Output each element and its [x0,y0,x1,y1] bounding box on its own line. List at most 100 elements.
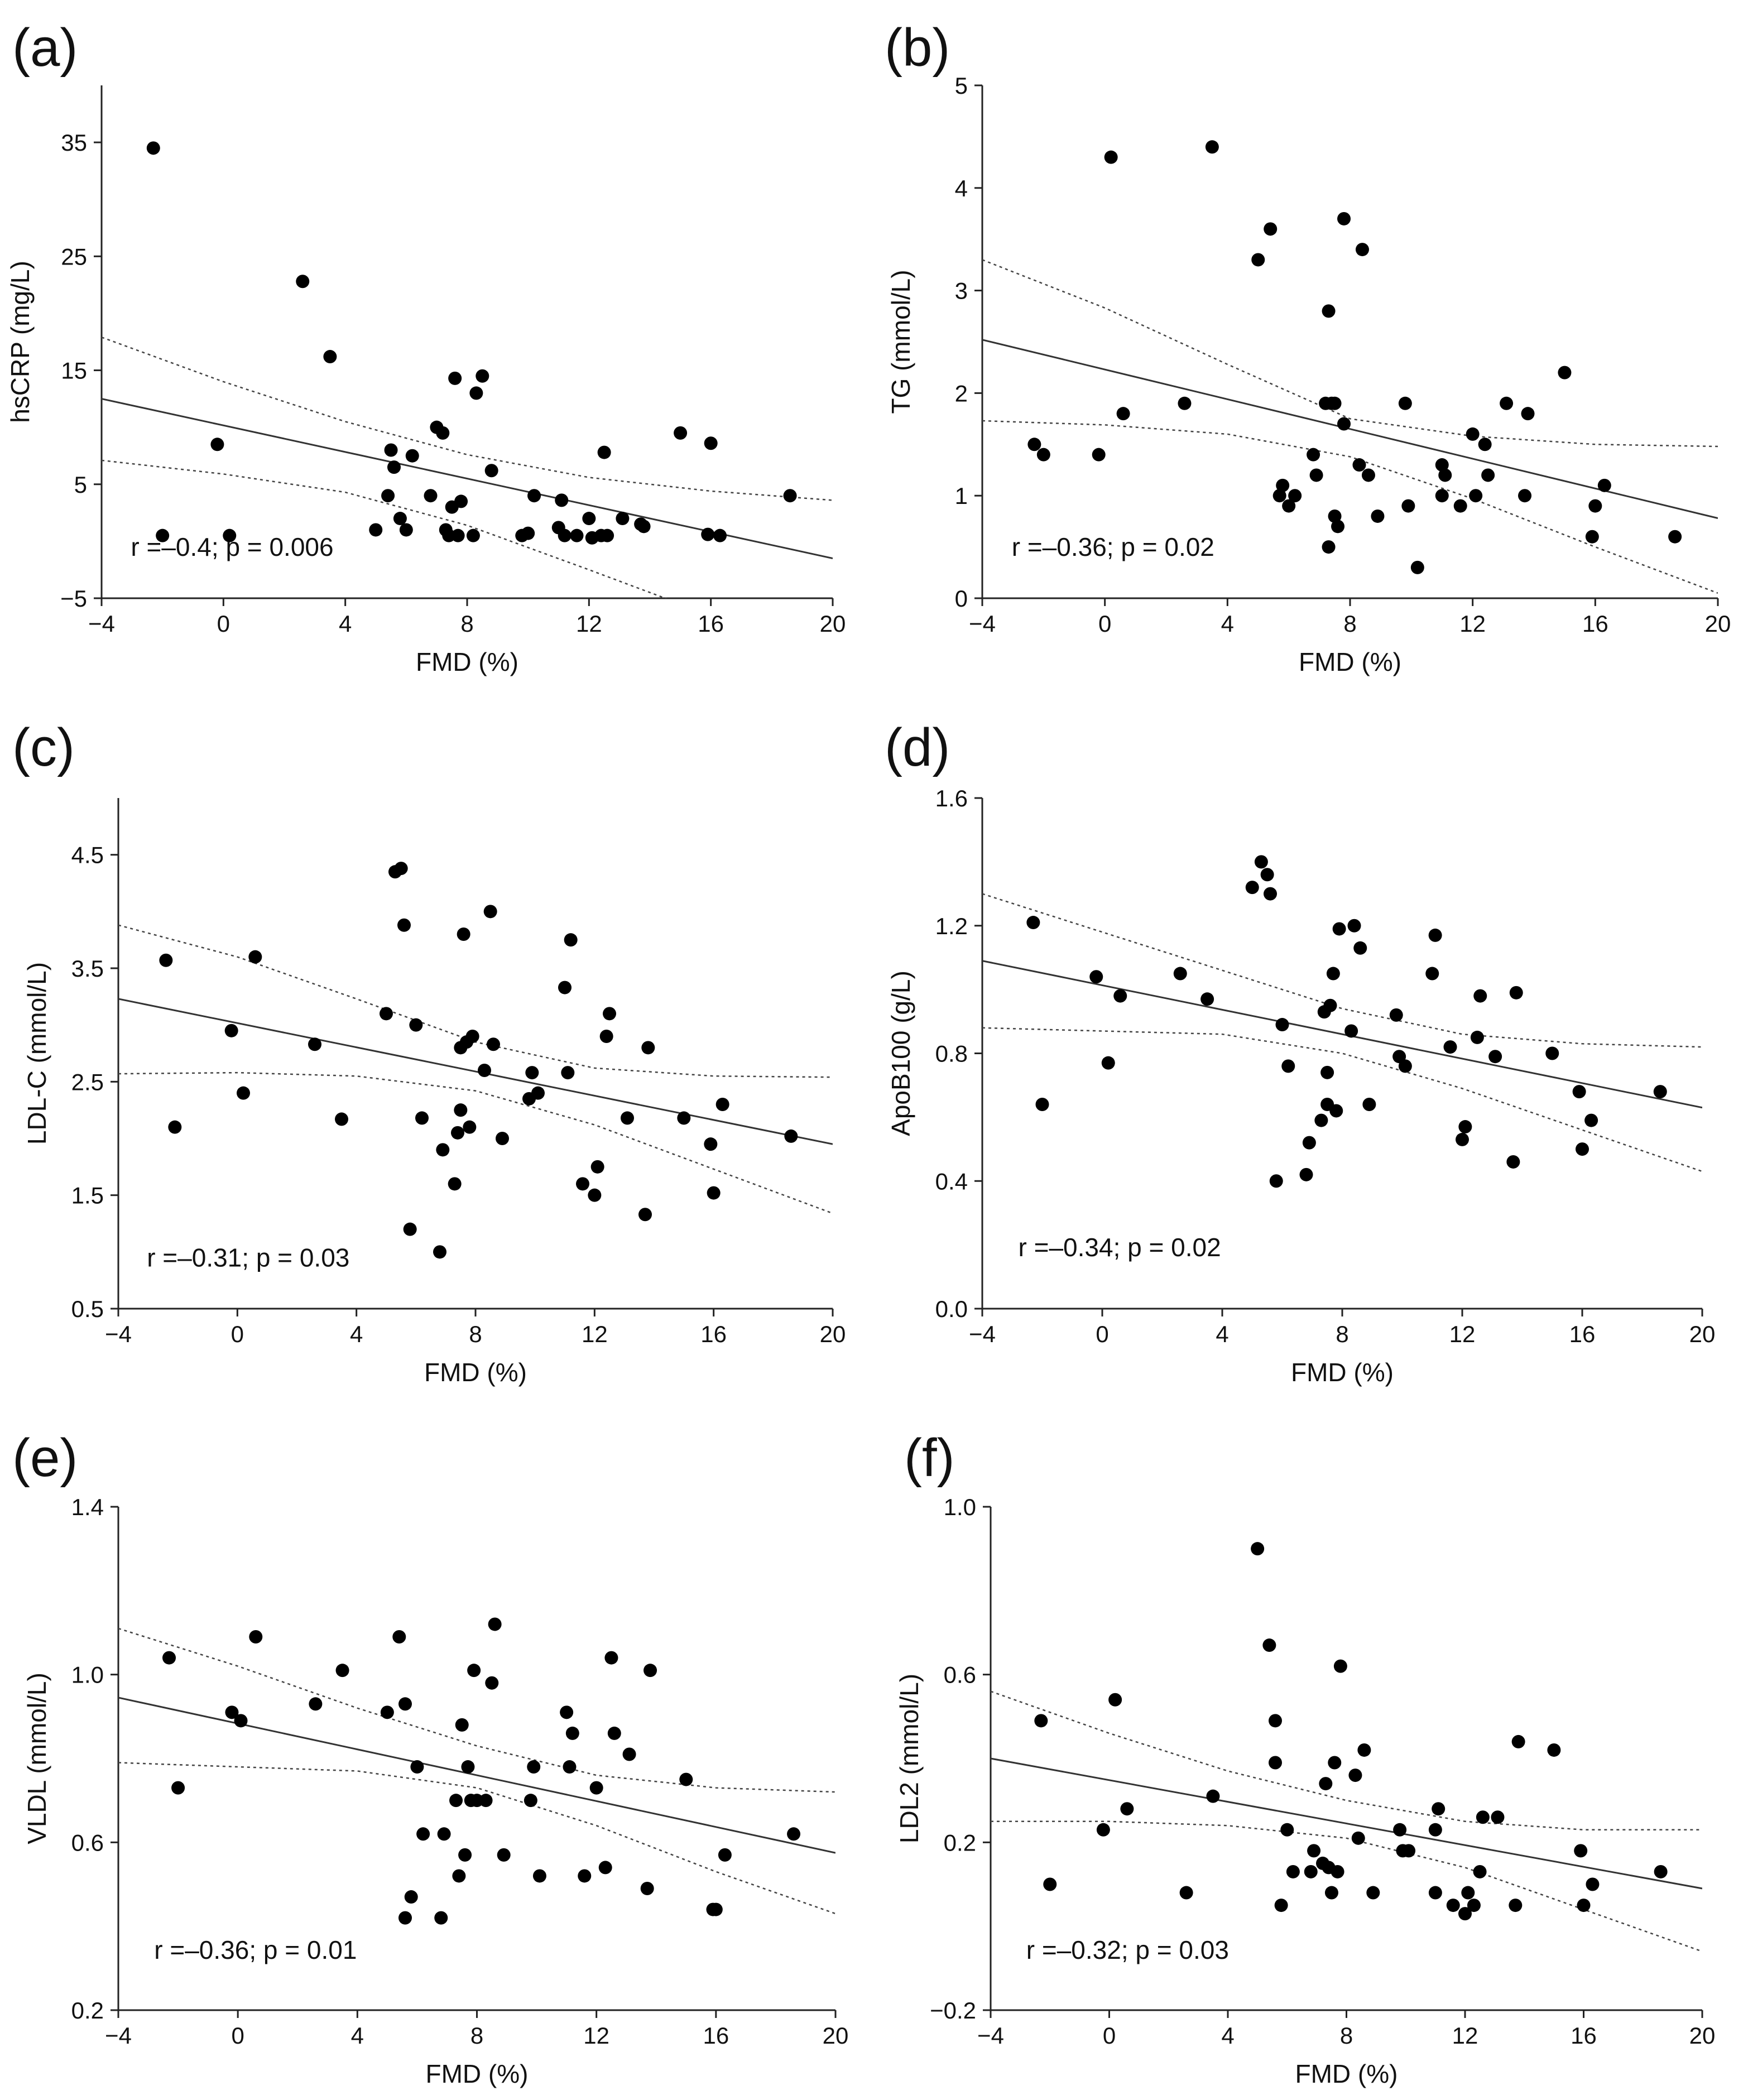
x-tick-label: −4 [969,1321,996,1347]
data-point [1254,855,1268,869]
y-tick-label: 5 [955,73,968,99]
data-point [1668,530,1682,544]
y-tick-label: 1.6 [935,785,968,811]
x-axis-title: FMD (%) [426,2059,529,2088]
panel-label: (b) [885,18,950,78]
data-point [1328,509,1342,523]
data-point [1262,1638,1276,1652]
data-point [1173,967,1187,981]
data-point [532,1869,546,1883]
data-point [1304,1864,1318,1878]
x-tick-label: 16 [703,2022,729,2049]
data-point [487,1037,500,1051]
data-point [637,520,651,534]
data-point [1476,1810,1490,1824]
data-point [1280,1823,1294,1837]
data-point [621,1111,634,1125]
data-point [1245,881,1259,895]
data-point [392,1630,406,1644]
y-tick-label: 0.2 [71,1997,104,2024]
y-tick-label: 0.2 [944,1829,976,1856]
data-point [393,512,407,526]
data-point [1576,1142,1589,1156]
data-point [437,1827,451,1841]
x-tick-label: 8 [470,2022,483,2049]
data-point [436,1143,450,1157]
data-point [709,1902,723,1916]
data-point [1288,489,1302,503]
y-tick-label: 0.0 [935,1296,968,1322]
data-point [1333,1659,1347,1673]
data-point [1545,1046,1559,1060]
data-point [564,933,578,947]
y-tick-label: 0.6 [944,1662,976,1688]
data-point [525,1066,539,1080]
data-point [296,275,310,289]
data-point [704,436,718,450]
data-point [524,1794,537,1808]
data-point [1299,1167,1313,1181]
data-point [484,464,498,478]
data-point [1323,998,1337,1012]
data-point [451,1126,464,1140]
data-point [454,494,468,508]
correlation-annotation: r =–0.4; p = 0.006 [131,532,333,561]
ci-lower-line [991,1820,1702,1952]
data-point [1326,967,1340,981]
data-point [479,1794,493,1808]
y-tick-label: −5 [60,585,87,612]
data-point [162,1651,176,1665]
data-point [448,1177,462,1191]
x-axis-title: FMD (%) [1291,1358,1394,1387]
data-point [1361,468,1375,482]
data-point [1428,928,1442,942]
data-point [1521,407,1535,421]
data-point [1518,489,1532,503]
x-tick-label: 20 [1689,1321,1716,1347]
correlation-annotation: r =–0.36; p = 0.01 [154,1935,357,1964]
data-point [461,1760,475,1774]
data-point [404,1890,418,1904]
data-point [1473,1864,1487,1878]
x-tick-label: −4 [969,611,996,637]
ci-lower-line [982,420,1718,594]
data-point [159,953,173,967]
data-point [478,1064,491,1077]
data-point [398,1697,412,1711]
data-point [1362,1098,1376,1111]
regression-line [982,960,1702,1109]
data-point [582,512,596,526]
data-point [369,523,383,537]
data-point [1584,1113,1598,1127]
y-tick-label: 1.2 [935,913,968,939]
data-point [1654,1864,1668,1878]
ci-lower-line [118,1762,835,1915]
x-tick-label: 16 [1569,1321,1596,1347]
data-point [223,528,237,542]
data-point [1425,967,1439,981]
data-point [1432,1802,1446,1816]
ci-upper-line [118,1627,835,1793]
data-point [1314,1113,1328,1127]
data-point [1337,212,1351,225]
x-tick-label: 20 [820,611,846,637]
data-point [249,1630,263,1644]
y-tick-label: −0.2 [930,1997,976,2024]
x-tick-label: 20 [820,1321,846,1347]
x-tick-label: 4 [339,611,352,637]
x-axis-title: FMD (%) [424,1358,527,1387]
ci-upper-line [102,337,833,501]
y-axis-title: VLDL (mmol/L) [22,1673,51,1844]
data-point [1281,1059,1295,1073]
data-point [410,1760,424,1774]
data-point [1324,1886,1338,1900]
data-point [1488,1050,1502,1064]
x-tick-label: 16 [1571,2022,1597,2049]
y-tick-label: 0 [955,585,968,612]
x-tick-label: 4 [350,1321,363,1347]
data-point [467,1664,481,1678]
data-point [560,1705,574,1719]
correlation-annotation: r =–0.36; p = 0.02 [1012,532,1214,561]
data-point [1332,922,1346,936]
data-point [555,493,569,507]
